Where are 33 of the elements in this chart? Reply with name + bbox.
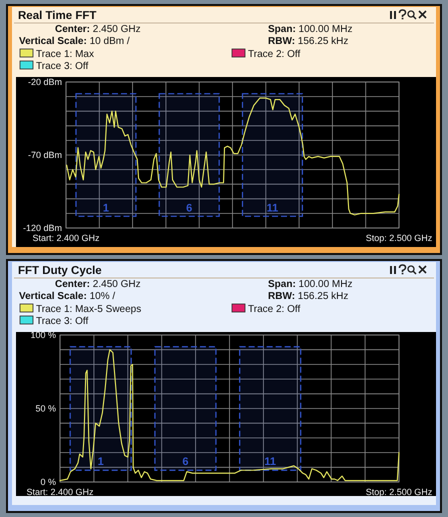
band-label: 11 — [264, 456, 276, 468]
line-series — [66, 98, 400, 216]
y-tick-label: -120 dBm — [22, 223, 62, 233]
text: RBW: 156.25 kHz — [268, 291, 348, 302]
y-tick-label: 50 % — [35, 404, 56, 414]
x-tick-label: Stop: 2.500 GHz — [366, 487, 433, 497]
band-label: 1 — [98, 456, 104, 468]
x-tick-label: Start: 2.400 GHz — [26, 487, 94, 497]
legend-label: Trace 2: Off — [248, 304, 300, 315]
legend-label: Trace 3: Off — [36, 316, 88, 327]
legend-label: Trace 1: Max — [36, 49, 94, 60]
legend-label: Trace 1: Max-5 Sweeps — [36, 304, 142, 315]
band-label: 6 — [182, 456, 188, 468]
y-tick-label: 0 % — [40, 477, 56, 487]
text: Vertical Scale: 10% / — [19, 291, 116, 302]
y-tick-label: 100 % — [30, 330, 56, 340]
text: Vertical Scale: 10 dBm / — [19, 36, 130, 47]
text: Span: 100.00 MHz — [268, 279, 352, 290]
text: Span: 100.00 MHz — [268, 24, 352, 35]
band-label: 6 — [186, 202, 192, 214]
text: Center: 2.450 GHz — [55, 279, 141, 290]
chart-title: FFT Duty Cycle — [18, 265, 102, 277]
band-label: 1 — [102, 202, 110, 214]
chart-title: Real Time FFT — [18, 10, 96, 22]
band-label: 11 — [266, 202, 278, 214]
y-tick-label: -20 dBm — [28, 77, 62, 87]
legend-label: Trace 3: Off — [36, 61, 88, 72]
x-tick-label: Start: 2.400 GHz — [32, 233, 100, 243]
legend-label: Trace 2: Off — [248, 49, 300, 60]
text: Center: 2.450 GHz — [55, 24, 141, 35]
y-tick-label: -70 dBm — [28, 150, 62, 160]
x-tick-label: Stop: 2.500 GHz — [366, 233, 433, 243]
text: RBW: 156.25 kHz — [268, 36, 348, 47]
